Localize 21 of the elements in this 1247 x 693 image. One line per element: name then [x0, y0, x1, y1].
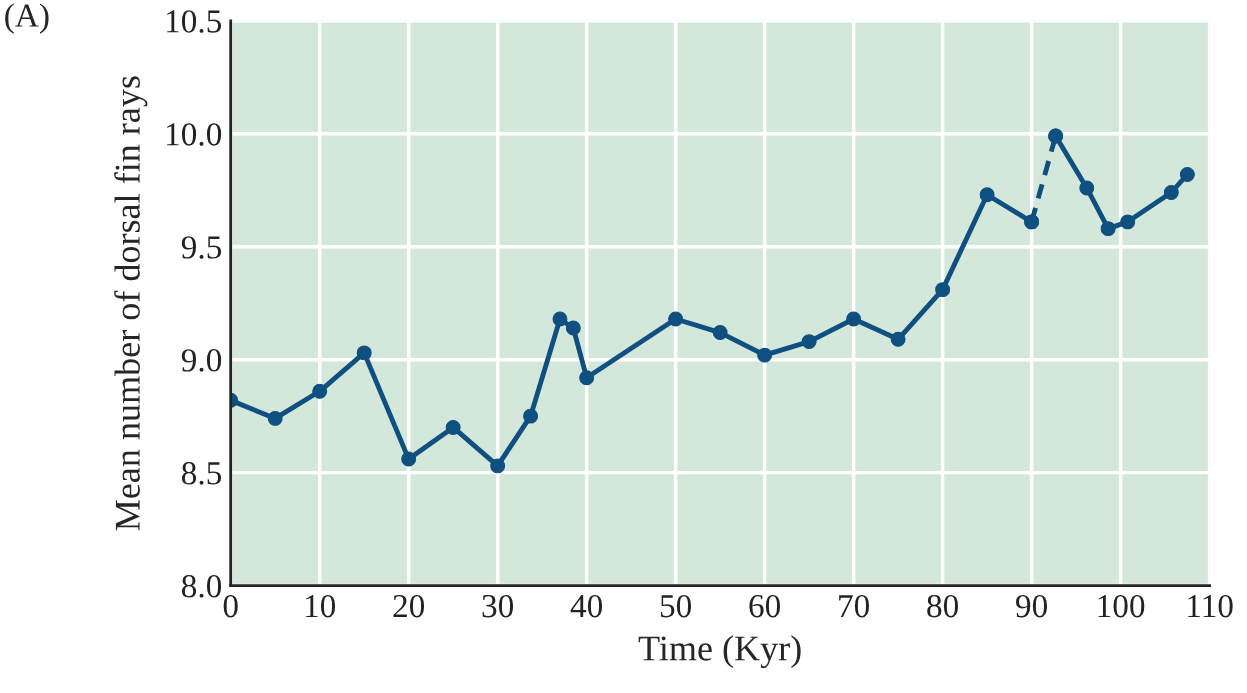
x-axis-title: Time (Kyr): [638, 635, 801, 669]
x-tick-label: 50: [660, 594, 692, 618]
x-tick-label: 10: [305, 594, 336, 618]
x-tick-label: 100: [1098, 594, 1145, 618]
x-tick-label: 70: [839, 594, 870, 618]
y-tick-label: 8.0: [181, 574, 222, 598]
x-tick-label: 40: [570, 594, 603, 618]
y-tick-label: 10.5: [166, 10, 222, 33]
y-tick-label: 10.0: [166, 123, 222, 146]
y-tick-label: 8.5: [181, 462, 222, 485]
y-axis-title: Mean number of dorsal fin rays: [114, 76, 148, 531]
y-tick-label: 9.5: [181, 236, 222, 259]
x-tick-label: 60: [749, 594, 781, 618]
x-tick-label: 80: [927, 594, 959, 618]
x-tick-label: 20: [393, 594, 425, 618]
x-tick-label: 30: [482, 594, 514, 618]
y-tick-label: 9.0: [181, 349, 222, 372]
x-tick-label: 90: [1016, 594, 1047, 618]
x-tick-label: 110: [1188, 594, 1233, 618]
text: (A): [5, 3, 49, 34]
x-tick-label: 0: [223, 594, 238, 618]
